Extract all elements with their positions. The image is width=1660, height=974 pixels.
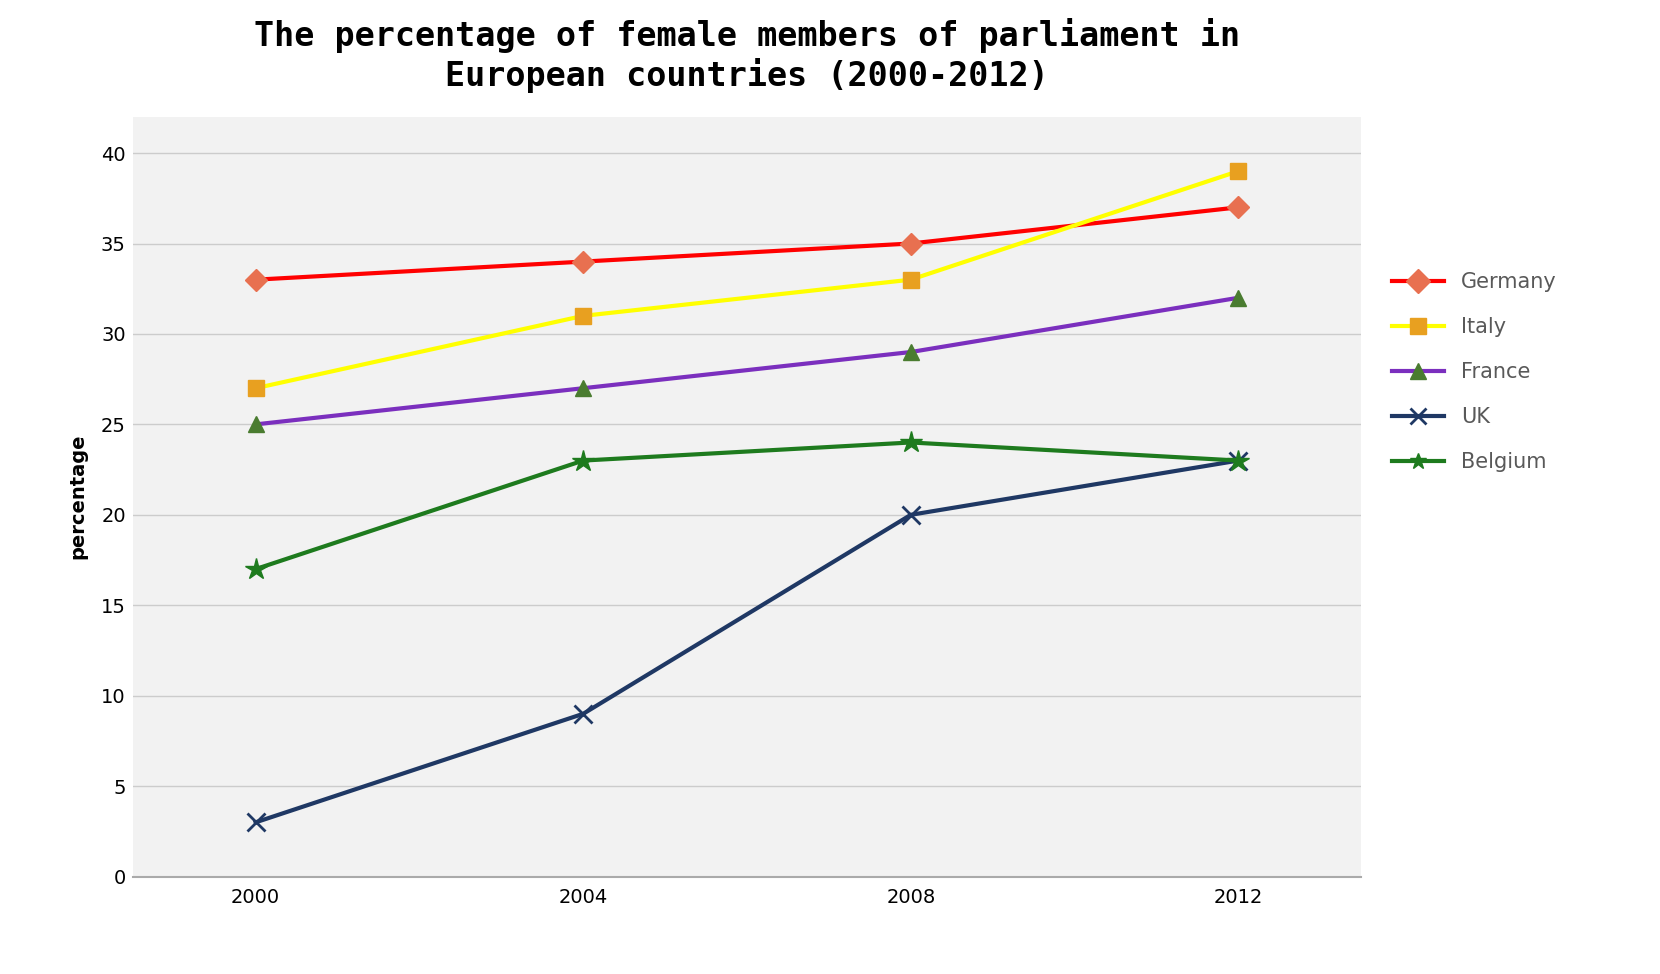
Belgium bbox=[246, 563, 266, 575]
Line: France: France bbox=[247, 289, 1247, 432]
Germany bbox=[901, 238, 921, 249]
UK bbox=[901, 509, 921, 521]
Belgium bbox=[1228, 455, 1248, 467]
UK bbox=[1228, 455, 1248, 467]
Germany bbox=[246, 274, 266, 285]
France bbox=[573, 383, 593, 394]
Legend: Germany, Italy, France, UK, Belgium: Germany, Italy, France, UK, Belgium bbox=[1384, 264, 1565, 481]
UK bbox=[573, 708, 593, 720]
Line: Germany: Germany bbox=[247, 200, 1247, 287]
Line: UK: UK bbox=[247, 452, 1247, 832]
France bbox=[901, 346, 921, 357]
Italy bbox=[1228, 166, 1248, 177]
Y-axis label: percentage: percentage bbox=[68, 434, 86, 559]
Line: Belgium: Belgium bbox=[244, 431, 1250, 581]
Line: Italy: Italy bbox=[247, 163, 1247, 396]
France bbox=[1228, 292, 1248, 304]
Belgium bbox=[573, 455, 593, 467]
Germany bbox=[573, 256, 593, 268]
Italy bbox=[573, 310, 593, 321]
France bbox=[246, 419, 266, 431]
Italy bbox=[246, 383, 266, 394]
UK bbox=[246, 816, 266, 828]
Belgium bbox=[901, 436, 921, 448]
Germany bbox=[1228, 202, 1248, 213]
Title: The percentage of female members of parliament in
European countries (2000-2012): The percentage of female members of parl… bbox=[254, 18, 1240, 94]
Italy bbox=[901, 274, 921, 285]
